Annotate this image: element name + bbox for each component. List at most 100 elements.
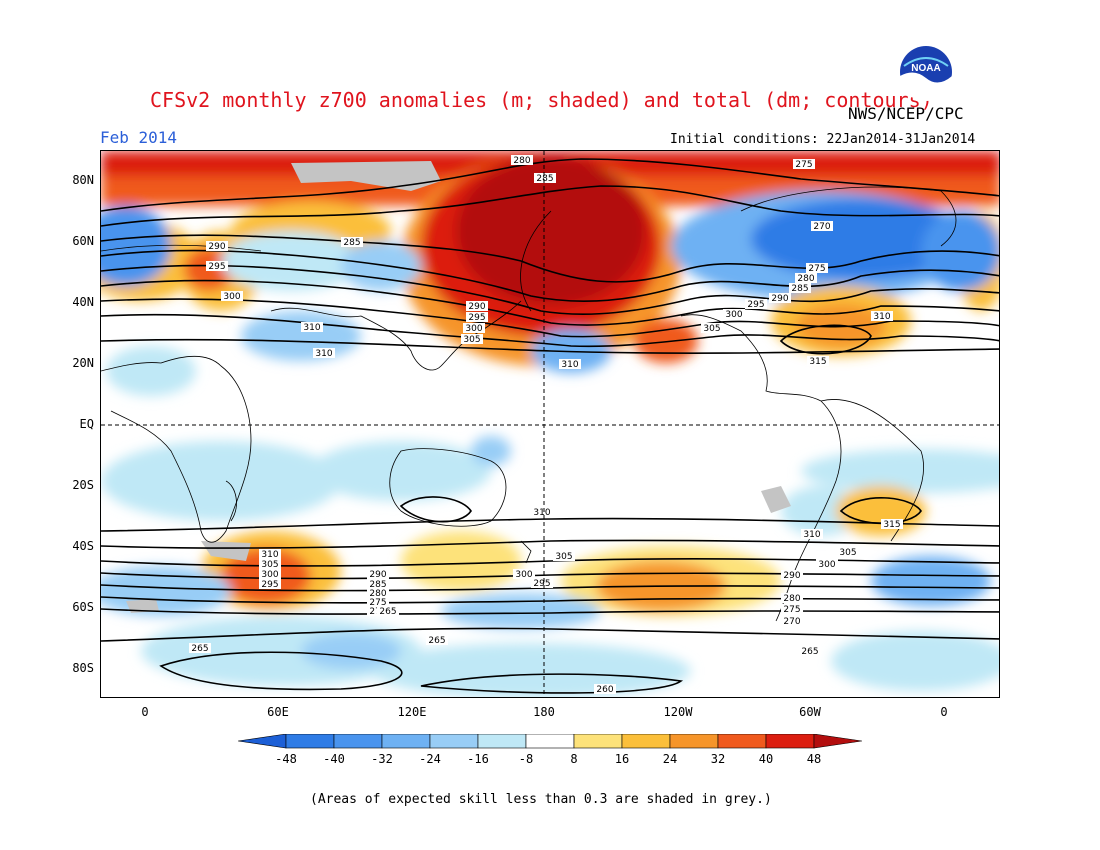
contour-label: 285: [534, 173, 556, 184]
lon-label: 0: [940, 705, 948, 719]
svg-text:285: 285: [536, 174, 553, 184]
contour-label: 275: [793, 159, 815, 170]
svg-text:305: 305: [261, 560, 278, 570]
contour-label: 295: [466, 312, 488, 323]
colorbar-tick-label: 16: [614, 752, 630, 766]
svg-text:300: 300: [818, 560, 835, 570]
svg-text:305: 305: [839, 548, 856, 558]
contour-label: 290: [466, 301, 488, 312]
svg-text:265: 265: [191, 644, 208, 654]
svg-text:305: 305: [703, 324, 720, 334]
colorbar-tick-label: -16: [467, 752, 489, 766]
svg-text:300: 300: [223, 292, 240, 302]
svg-text:310: 310: [561, 360, 578, 370]
contour-label: 310: [531, 507, 553, 518]
svg-text:265: 265: [428, 636, 445, 646]
noaa-logo-text: NOAA: [911, 63, 940, 74]
map-panel: 280 285 275 270 275 280 285 290 295 300 …: [100, 150, 1000, 698]
colorbar-tick-label: -40: [323, 752, 345, 766]
lat-label: 20S: [72, 478, 94, 492]
colorbar-cells: [238, 734, 862, 749]
lon-label: 120E: [397, 705, 427, 719]
lon-label: 180: [533, 705, 555, 719]
contour-label: 265: [189, 643, 211, 654]
contour-label: 275: [781, 604, 803, 615]
svg-text:310: 310: [873, 312, 890, 322]
svg-text:280: 280: [369, 589, 386, 599]
svg-text:280: 280: [797, 274, 814, 284]
svg-text:300: 300: [465, 324, 482, 334]
contour-label: 295: [259, 579, 281, 590]
contour-label: 300: [259, 569, 281, 580]
contour-label: 295: [531, 578, 553, 589]
contour-label: 310: [801, 529, 823, 540]
colorbar-cell: [238, 734, 287, 749]
contour-label: 305: [259, 559, 281, 570]
colorbar-cell: [477, 734, 527, 749]
svg-text:285: 285: [369, 580, 386, 590]
contour-label: 285: [789, 283, 811, 294]
height-contours: [101, 158, 999, 694]
contour-label: 265: [426, 635, 448, 646]
svg-text:315: 315: [809, 357, 826, 367]
contour-label: 265: [377, 606, 399, 617]
svg-text:290: 290: [771, 294, 788, 304]
svg-text:275: 275: [795, 160, 812, 170]
svg-text:300: 300: [725, 310, 742, 320]
svg-text:295: 295: [468, 313, 485, 323]
svg-text:300: 300: [515, 570, 532, 580]
svg-text:305: 305: [555, 552, 572, 562]
agency-label: NWS/NCEP/CPC: [848, 104, 964, 123]
forecast-month: Feb 2014: [100, 128, 178, 147]
lon-label: 0: [141, 705, 149, 719]
contour-label: 265: [799, 646, 821, 657]
contour-label: 300: [816, 559, 838, 570]
lat-label: 40S: [72, 539, 94, 553]
lat-label: 20N: [72, 356, 94, 370]
svg-text:310: 310: [303, 323, 320, 333]
svg-text:265: 265: [801, 647, 818, 657]
contour-label: 305: [461, 334, 483, 345]
contour-label: 280: [367, 588, 389, 599]
noaa-logo: NOAA: [897, 43, 955, 101]
contour-label: 290: [781, 570, 803, 581]
svg-text:310: 310: [533, 508, 550, 518]
contour-label: 285: [341, 237, 363, 248]
svg-text:275: 275: [808, 264, 825, 274]
contour-labels: 280 285 275 270 275 280 285 290 295 300 …: [189, 155, 903, 695]
contour-label: 280: [511, 155, 533, 166]
colorbar-cell: [573, 734, 623, 749]
lat-label: 80N: [72, 173, 94, 187]
colorbar-tick-label: 8: [570, 752, 578, 766]
contour-label: 310: [259, 549, 281, 560]
contour-label: 295: [745, 299, 767, 310]
colorbar-tick-label: -48: [275, 752, 297, 766]
low-skill-shading: [126, 161, 791, 613]
svg-text:270: 270: [783, 617, 800, 627]
contour-label: 280: [781, 593, 803, 604]
svg-text:290: 290: [783, 571, 800, 581]
svg-text:285: 285: [791, 284, 808, 294]
contour-label: 270: [811, 221, 833, 232]
anomaly-map: 280 285 275 270 275 280 285 290 295 300 …: [101, 151, 999, 697]
svg-text:295: 295: [747, 300, 764, 310]
colorbar-tick-label: -32: [371, 752, 393, 766]
svg-text:310: 310: [803, 530, 820, 540]
contour-label: 310: [871, 311, 893, 322]
svg-text:295: 295: [208, 262, 225, 272]
svg-text:280: 280: [513, 156, 530, 166]
colorbar-cell: [765, 734, 815, 749]
lat-label: 60S: [72, 600, 94, 614]
contour-label: 295: [206, 261, 228, 272]
contour-label: 315: [881, 519, 903, 530]
lat-label: 80S: [72, 661, 94, 675]
contour-label: 275: [367, 597, 389, 608]
svg-text:295: 295: [261, 580, 278, 590]
colorbar-cell: [429, 734, 479, 749]
colorbar-cell: [525, 734, 575, 749]
svg-text:310: 310: [315, 349, 332, 359]
colorbar-cell: [621, 734, 671, 749]
contour-label: 300: [221, 291, 243, 302]
svg-text:275: 275: [783, 605, 800, 615]
svg-text:260: 260: [596, 685, 613, 695]
